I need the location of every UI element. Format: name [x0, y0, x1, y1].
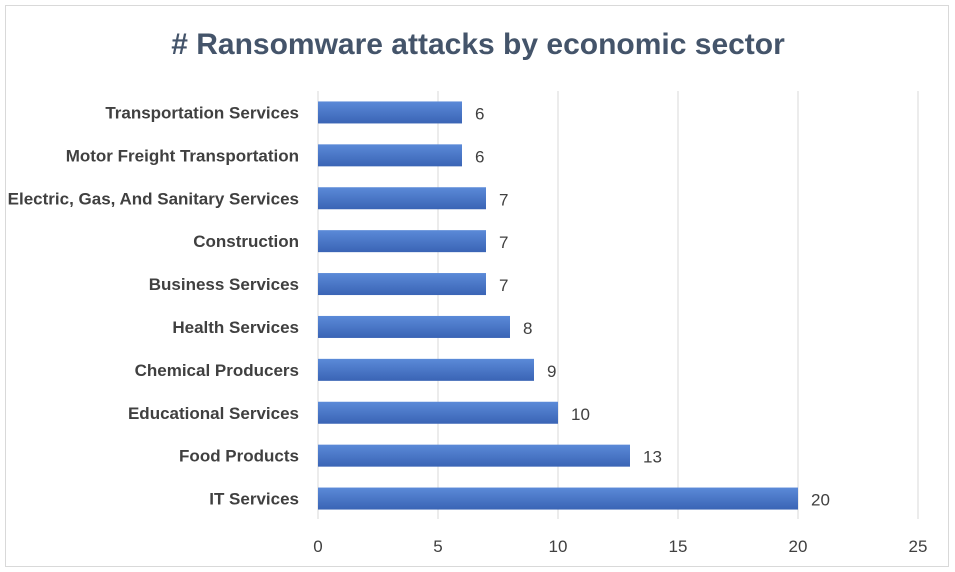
x-tick-label: 5: [433, 537, 442, 556]
chart-title: # Ransomware attacks by economic sector: [171, 28, 785, 61]
data-label: 7: [499, 190, 508, 209]
chart-plot: 0 5 10 15 20 25 Transportation Services 6 Motor …: [8, 91, 928, 556]
x-tick-label: 15: [669, 537, 688, 556]
bar: [318, 273, 486, 296]
category-label: Construction: [193, 232, 299, 251]
category-label: IT Services: [209, 490, 299, 509]
data-label: 7: [499, 276, 508, 295]
x-tick-label: 10: [549, 537, 568, 556]
category-label: Educational Services: [128, 404, 299, 423]
data-label: 6: [475, 147, 484, 166]
data-label: 9: [547, 362, 556, 381]
category-label: Transportation Services: [105, 103, 299, 122]
category-label: Health Services: [172, 318, 299, 337]
chart-frame: # Ransomware attacks by economic sector …: [5, 5, 949, 567]
category-label: Food Products: [179, 447, 299, 466]
data-label: 13: [643, 448, 662, 467]
bar: [318, 444, 630, 467]
bar: [318, 358, 534, 381]
data-label: 6: [475, 104, 484, 123]
bar: [318, 187, 486, 210]
category-label: Motor Freight Transportation: [66, 146, 299, 165]
bar: [318, 487, 798, 510]
category-label: Electric, Gas, And Sanitary Services: [8, 189, 299, 208]
bar: [318, 315, 510, 338]
x-tick-label: 20: [789, 537, 808, 556]
category-label: Chemical Producers: [135, 361, 299, 380]
bar: [318, 101, 462, 124]
x-tick-label: 25: [909, 537, 928, 556]
data-label: 20: [811, 491, 830, 510]
bar: [318, 230, 486, 253]
category-label: Business Services: [149, 275, 299, 294]
bar: [318, 144, 462, 167]
data-label: 10: [571, 405, 590, 424]
data-label: 8: [523, 319, 532, 338]
data-label: 7: [499, 233, 508, 252]
bar: [318, 401, 558, 424]
x-tick-label: 0: [313, 537, 322, 556]
